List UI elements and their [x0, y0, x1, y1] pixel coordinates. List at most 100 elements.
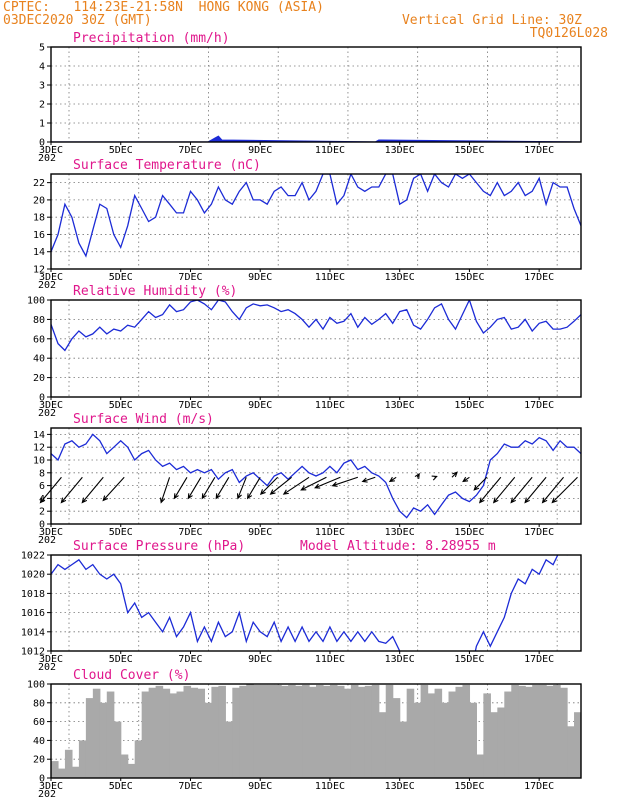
cloud-cover-bar	[364, 685, 373, 778]
cloud-cover-bar	[462, 684, 471, 778]
wind-vector-arrow	[331, 476, 359, 487]
surface-pressure-xtick-label: 5DEC	[109, 654, 133, 665]
surface-pressure-title: Surface Pressure (hPa)	[73, 539, 245, 554]
cloud-cover-bar	[309, 686, 317, 778]
wind-vector-arrow	[81, 476, 104, 504]
surface-pressure-ytick-label: 1020	[21, 570, 45, 581]
cloud-cover-bar	[64, 749, 73, 778]
wind-vector-arrow	[259, 476, 279, 495]
surface-temperature-series	[51, 174, 581, 258]
surface-wind-frame	[50, 427, 582, 525]
wind-vector-arrow	[236, 477, 247, 500]
surface-pressure-xtick-label: 3DEC	[39, 654, 63, 665]
cloud-cover-bar	[162, 688, 171, 778]
cloud-cover-bar	[274, 684, 282, 778]
surface-wind-xtick-cutoff-label: 202	[38, 535, 56, 546]
cloud-cover-xtick-label: 15DEC	[454, 781, 484, 792]
cloud-cover-xtick-label: 13DEC	[385, 781, 415, 792]
cloud-cover-bar	[176, 691, 185, 778]
wind-vector-arrow	[282, 476, 310, 495]
relative-humidity-xtick-cutoff-label: 202	[38, 408, 56, 419]
surface-temperature-xtick-label: 17DEC	[524, 272, 554, 283]
cloud-cover-title: Cloud Cover (%)	[73, 668, 190, 683]
wind-vector-arrow	[551, 476, 578, 504]
precipitation-xtick-label: 7DEC	[178, 145, 202, 156]
precipitation-xtick-label: 9DEC	[248, 145, 272, 156]
surface-temperature-ytick-label: 22	[33, 178, 45, 189]
wind-vector-arrow	[187, 476, 202, 500]
model-altitude-label: Model Altitude: 8.28955 m	[300, 539, 496, 554]
wind-vector-arrow	[462, 476, 470, 483]
cloud-cover-bar	[469, 702, 477, 778]
surface-wind-ytick-label: 2	[39, 507, 45, 518]
surface-wind-xtick-label: 17DEC	[524, 527, 554, 538]
surface-pressure-series	[51, 555, 581, 651]
wind-vector-arrow	[473, 476, 488, 491]
cloud-cover-bar	[218, 685, 226, 778]
cloud-cover-bar	[448, 691, 457, 778]
cloud-cover-bar	[322, 685, 331, 778]
cloud-cover-bar	[260, 684, 268, 778]
cloud-cover-bar	[281, 685, 289, 778]
cloud-cover-bar	[560, 687, 568, 778]
cloud-cover-bar	[581, 710, 589, 778]
relative-humidity-ytick-label: 20	[33, 373, 45, 384]
wind-vector-arrow	[510, 476, 533, 504]
cloud-cover-bar	[232, 687, 240, 778]
relative-humidity-ytick-label: 100	[27, 296, 45, 307]
wind-vector-arrow	[102, 476, 125, 502]
cloud-cover-bar	[295, 685, 303, 778]
surface-pressure-ytick-label: 1016	[21, 608, 45, 619]
header-location: CPTEC: 114:23E-21:58N HONG KONG (ASIA)	[3, 0, 324, 15]
relative-humidity-frame	[50, 299, 582, 398]
cloud-cover-bar	[518, 685, 526, 778]
cloud-cover-bar	[183, 685, 192, 778]
cloud-cover-bar	[120, 754, 129, 778]
wind-vector-arrow	[201, 476, 216, 500]
relative-humidity-ytick-label: 60	[33, 334, 45, 345]
cloud-cover-bar	[78, 740, 87, 778]
surface-wind-xtick-label: 11DEC	[315, 527, 345, 538]
wind-vector-arrow	[541, 476, 564, 504]
precipitation-xtick-label: 15DEC	[454, 145, 484, 156]
precipitation-title: Precipitation (mm/h)	[73, 31, 230, 46]
surface-pressure-ytick-label: 1014	[21, 627, 45, 638]
surface-temperature-ytick-label: 20	[33, 195, 45, 206]
cloud-cover-ytick-label: 100	[27, 680, 45, 691]
surface-temperature-frame	[50, 173, 582, 270]
wind-vector-arrow	[492, 476, 516, 504]
cloud-cover-bar	[392, 698, 401, 778]
cloud-cover-bar	[246, 684, 254, 778]
surface-wind-ytick-label: 4	[39, 494, 45, 505]
surface-wind-series	[51, 433, 581, 519]
cloud-cover-bar	[155, 685, 164, 778]
surface-wind-ytick-label: 0	[39, 520, 45, 531]
cloud-cover-bar	[399, 721, 408, 778]
cloud-cover-xtick-label: 5DEC	[109, 781, 133, 792]
surface-pressure-panel: 1012 1014 1016 1018 1020 1022 3DEC 5DEC 7DEC 9DEC…	[21, 539, 582, 673]
relative-humidity-ytick-label: 80	[33, 315, 45, 326]
cloud-cover-bar	[92, 688, 101, 778]
cloud-cover-bar	[441, 702, 450, 778]
wind-vector-arrow	[173, 476, 188, 500]
cloud-cover-bar	[141, 691, 150, 778]
wind-vector-arrow	[451, 471, 458, 478]
cloud-cover-bar	[504, 691, 512, 778]
cloud-cover-xtick-label: 17DEC	[524, 781, 554, 792]
surface-wind-ytick-label: 6	[39, 481, 45, 492]
surface-temperature-ytick-label: 14	[33, 247, 45, 258]
cloud-cover-ytick-label: 60	[33, 717, 45, 728]
relative-humidity-xtick-label: 11DEC	[315, 400, 345, 411]
wind-vector-arrow	[361, 476, 376, 483]
cloud-cover-bar	[51, 761, 59, 778]
cloud-cover-bar	[455, 686, 464, 778]
relative-humidity-xtick-label: 5DEC	[109, 400, 133, 411]
relative-humidity-ytick-label: 40	[33, 354, 45, 365]
surface-pressure-ytick-label: 1022	[21, 551, 45, 562]
relative-humidity-panel: 0 20 40 60 80 100 3DEC 5DEC 7DEC 9DEC 11DEC 13DEC 15…	[27, 284, 582, 419]
cloud-cover-bar	[525, 686, 533, 778]
cloud-cover-bar	[378, 712, 387, 778]
cloud-cover-bar	[148, 687, 157, 778]
relative-humidity-xtick-label: 7DEC	[178, 400, 202, 411]
surface-wind-xtick-label: 13DEC	[385, 527, 415, 538]
